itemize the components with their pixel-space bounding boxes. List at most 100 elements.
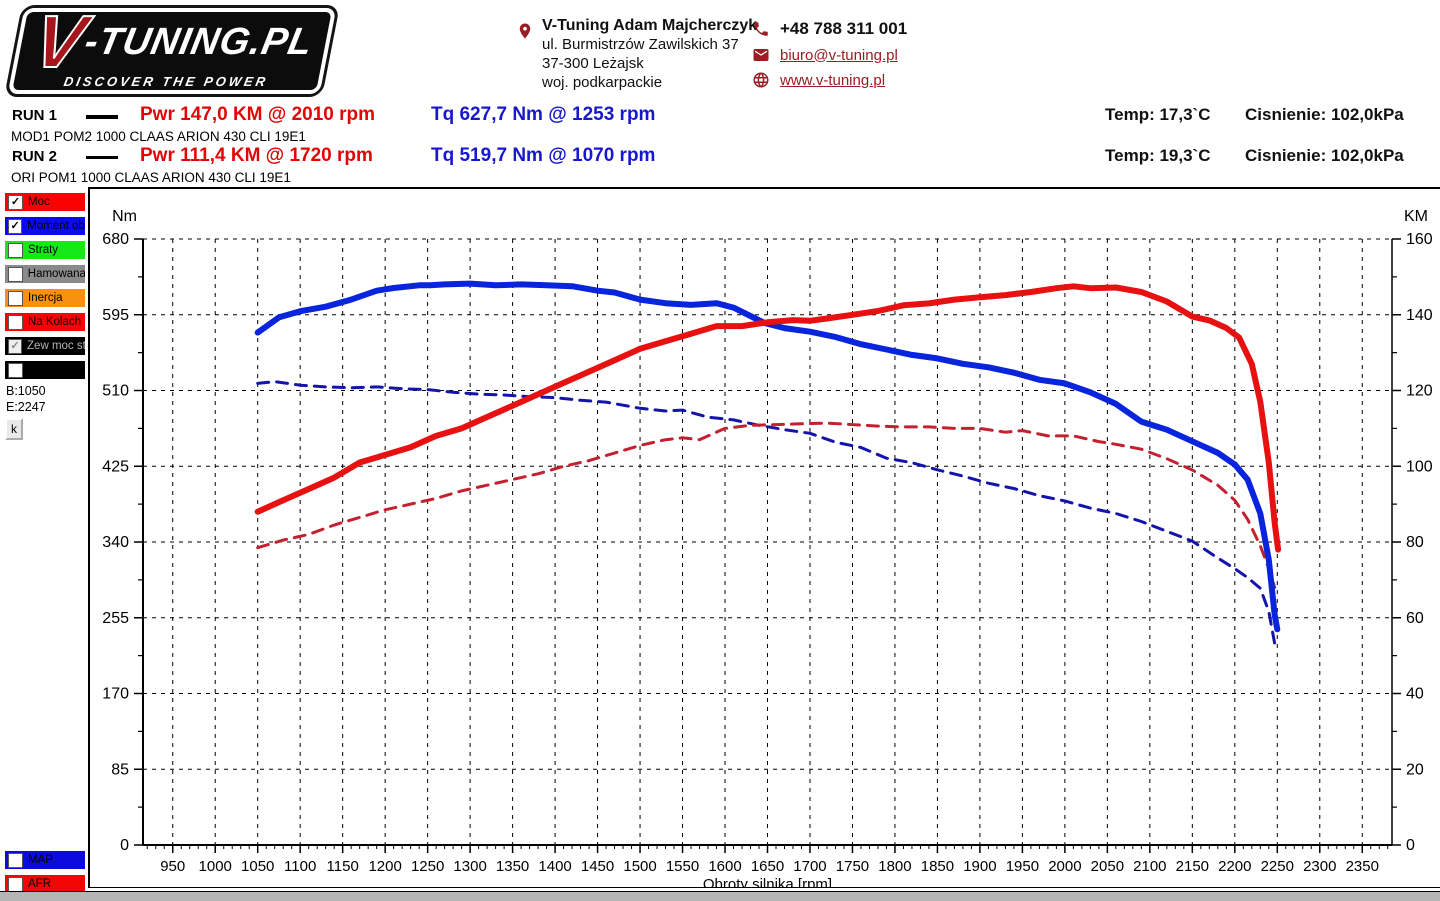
svg-text:1100: 1100	[284, 858, 316, 875]
email-link[interactable]: biuro@v-tuning.pl	[780, 46, 898, 64]
svg-text:0: 0	[120, 837, 129, 854]
legend-label: Zew moc str	[27, 340, 85, 352]
channel-legend: ✓ Moc ✓ Moment obr Straty Hamowana Inercja Na K…	[5, 193, 85, 385]
location-pin-icon	[519, 23, 531, 39]
svg-text:120: 120	[1406, 383, 1433, 400]
legend-item-moc[interactable]: ✓ Moc	[5, 193, 85, 211]
svg-text:1500: 1500	[623, 858, 656, 875]
svg-text:1800: 1800	[878, 858, 911, 875]
run1-line-swatch	[86, 115, 118, 119]
checkbox[interactable]	[8, 314, 23, 330]
checkbox[interactable]	[8, 362, 23, 378]
phone-number: +48 788 311 001	[780, 19, 908, 38]
svg-text:1650: 1650	[751, 858, 784, 875]
phone-row: +48 788 311 001	[752, 19, 907, 39]
run2-torque-result: Tq 519,7 Nm @ 1070 rpm	[431, 145, 656, 166]
website-link[interactable]: www.v-tuning.pl	[780, 71, 886, 89]
svg-text:80: 80	[1406, 534, 1424, 551]
run1-pressure: Cisnienie: 102,0kPa	[1245, 105, 1404, 124]
legend-item-map[interactable]: MAP	[5, 851, 85, 869]
vtuning-logo: V -TUNING.PL DISCOVER THE POWER	[4, 0, 340, 97]
checkbox[interactable]	[8, 242, 23, 258]
legend-item-moment-obr[interactable]: ✓ Moment obr	[5, 217, 85, 235]
svg-text:1150: 1150	[327, 858, 359, 875]
svg-text:425: 425	[102, 458, 129, 475]
legend-item-blank-7[interactable]	[5, 361, 85, 379]
run1-row: RUN 1 Pwr 147,0 KM @ 2010 rpm Tq 627,7 N…	[0, 104, 1440, 128]
svg-text:1900: 1900	[963, 858, 996, 875]
checkbox[interactable]	[8, 852, 23, 868]
svg-text:950: 950	[160, 858, 185, 875]
svg-text:2300: 2300	[1303, 858, 1336, 875]
svg-text:2200: 2200	[1218, 858, 1251, 875]
svg-text:1750: 1750	[836, 858, 869, 875]
svg-text:Obroty silnika [rpm]: Obroty silnika [rpm]	[703, 876, 832, 887]
run2-power-result: Pwr 111,4 KM @ 1720 rpm	[140, 145, 373, 166]
legend-item-straty[interactable]: Straty	[5, 241, 85, 259]
svg-text:Nm: Nm	[112, 208, 137, 225]
end-rpm-readout: E:2247	[6, 400, 46, 414]
run2-label: RUN 2	[12, 148, 58, 165]
run2-temperature: Temp: 19,3`C	[1105, 146, 1211, 165]
run2-pressure: Cisnienie: 102,0kPa	[1245, 146, 1404, 165]
status-bar	[0, 891, 1440, 901]
envelope-icon	[753, 49, 769, 61]
checkbox[interactable]: ✓	[8, 194, 23, 210]
svg-text:60: 60	[1406, 610, 1424, 627]
run2-line-swatch	[86, 156, 118, 159]
chart-panel: 0 85 170 255 340 425 510 595 680 0 20 40 60 80 100 120 1…	[88, 187, 1440, 888]
svg-text:140: 140	[1406, 307, 1433, 324]
legend-item-afr[interactable]: AFR	[5, 875, 85, 893]
legend-label: Moment obr	[27, 220, 85, 232]
company-name: V-Tuning Adam Majcherczyk	[542, 17, 758, 34]
svg-text:2350: 2350	[1346, 858, 1379, 875]
run2-description: ORI POM1 1000 CLAAS ARION 430 CLI 19E1	[11, 170, 291, 185]
svg-text:40: 40	[1406, 686, 1424, 703]
run1-power-result: Pwr 147,0 KM @ 2010 rpm	[140, 104, 376, 125]
checkbox[interactable]: ✓	[8, 338, 23, 354]
legend-label: Hamowana	[27, 268, 85, 280]
svg-text:340: 340	[102, 534, 129, 551]
logo-wordmark: -TUNING.PL	[81, 21, 317, 63]
legend-label: Inercja	[28, 292, 63, 304]
svg-text:2250: 2250	[1261, 858, 1294, 875]
run1-torque-result: Tq 627,7 Nm @ 1253 rpm	[431, 104, 656, 125]
svg-text:1050: 1050	[241, 858, 274, 875]
k-button[interactable]: k	[5, 418, 23, 440]
svg-text:1200: 1200	[368, 858, 401, 875]
svg-text:255: 255	[102, 610, 129, 627]
dyno-chart: 0 85 170 255 340 425 510 595 680 0 20 40 60 80 100 120 1…	[102, 208, 1433, 887]
legend-label: Straty	[28, 244, 59, 256]
legend-item-zew-moc-str[interactable]: ✓ Zew moc str	[5, 337, 85, 355]
svg-text:2000: 2000	[1048, 858, 1081, 875]
logo-plate: V -TUNING.PL DISCOVER THE POWER	[4, 0, 340, 97]
run1-temperature: Temp: 17,3`C	[1105, 105, 1211, 124]
svg-text:2100: 2100	[1133, 858, 1166, 875]
checkbox[interactable]	[8, 876, 23, 892]
legend-label: AFR	[28, 878, 51, 890]
svg-text:1600: 1600	[708, 858, 741, 875]
svg-text:1250: 1250	[411, 858, 444, 875]
svg-text:20: 20	[1406, 761, 1424, 778]
globe-icon	[753, 72, 769, 88]
svg-text:1700: 1700	[793, 858, 826, 875]
run1-label: RUN 1	[12, 107, 58, 124]
legend-item-inercja[interactable]: Inercja	[5, 289, 85, 307]
svg-text:595: 595	[102, 307, 129, 324]
svg-text:1550: 1550	[666, 858, 699, 875]
run1-description: MOD1 POM2 1000 CLAAS ARION 430 CLI 19E1	[11, 129, 306, 144]
svg-text:2050: 2050	[1091, 858, 1124, 875]
checkbox[interactable]	[8, 266, 23, 282]
address-street: ul. Burmistrzów Zawilskich 37	[542, 36, 739, 53]
svg-text:1000: 1000	[199, 858, 232, 875]
legend-item-na-kolach[interactable]: Na Kolach	[5, 313, 85, 331]
legend-item-hamowana[interactable]: Hamowana	[5, 265, 85, 283]
checkbox[interactable]	[8, 290, 23, 306]
checkbox[interactable]: ✓	[8, 218, 23, 234]
svg-text:1850: 1850	[921, 858, 954, 875]
legend-label: Moc	[28, 196, 50, 208]
svg-text:KM: KM	[1404, 208, 1428, 225]
contact-block: V-Tuning Adam Majcherczyk ul. Burmistrzó…	[516, 17, 757, 93]
begin-rpm-readout: B:1050	[6, 384, 46, 398]
address-region: woj. podkarpackie	[542, 74, 663, 92]
